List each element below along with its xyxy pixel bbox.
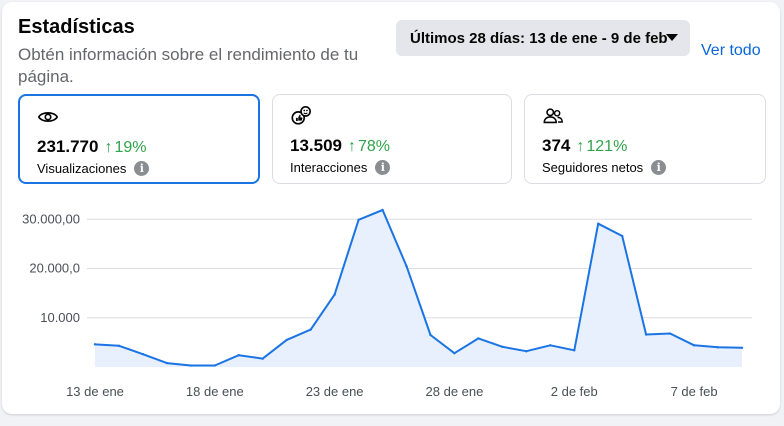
metric-card-followers[interactable]: 374 ↑ 121% Seguidores netos i — [524, 94, 766, 184]
metric-delta-value: 121% — [586, 138, 628, 155]
metric-label: Visualizaciones — [37, 161, 127, 176]
data-point — [692, 344, 696, 347]
data-point — [213, 364, 217, 367]
metric-delta-value: 19% — [114, 139, 147, 156]
data-point — [237, 353, 240, 357]
eye-icon — [37, 112, 59, 122]
data-point — [357, 218, 360, 221]
data-point — [309, 328, 312, 331]
y-tick-label: 20.000,0 — [29, 261, 80, 276]
metric-delta: ↑ 78% — [348, 138, 390, 156]
page-subtitle: Obtén información sobre el rendimiento d… — [18, 45, 359, 86]
followers-icon — [543, 108, 563, 124]
info-icon[interactable]: i — [651, 160, 667, 175]
page-title: Estadísticas — [18, 16, 135, 38]
data-point — [644, 333, 648, 336]
data-point — [740, 346, 744, 349]
x-tick-label: 28 de ene — [426, 384, 484, 399]
data-point — [477, 337, 480, 340]
x-tick-label: 23 de ene — [306, 384, 364, 399]
metric-delta: ↑ 121% — [576, 138, 627, 156]
metric-label: Seguidores netos — [542, 160, 644, 175]
x-tick-label: 7 de feb — [671, 384, 718, 399]
x-tick-label: 2 de feb — [551, 384, 598, 399]
data-point — [117, 344, 121, 348]
reactions-icon — [291, 106, 311, 125]
data-point — [453, 352, 456, 355]
data-point — [165, 361, 169, 365]
arrow-up-icon: ↑ — [576, 138, 585, 155]
metric-delta-value: 78% — [358, 138, 391, 155]
arrow-up-icon: ↑ — [104, 139, 113, 156]
data-point — [333, 293, 336, 296]
arrow-up-icon: ↑ — [348, 138, 356, 155]
date-range-dropdown[interactable]: Últimos 28 días: 13 de ene - 9 de feb — [396, 20, 690, 56]
data-point — [525, 350, 528, 353]
series-line — [94, 209, 743, 367]
info-icon[interactable]: i — [134, 161, 150, 176]
metric-card-interactions[interactable]: 13.509 ↑ 78% Interacciones i — [272, 94, 512, 184]
data-point — [501, 345, 504, 349]
metric-value-row: 374 ↑ 121% — [542, 136, 627, 156]
views-area-chart: 10.000 20.000,0 30.000,00 13 de ene 18 de en… — [22, 208, 752, 399]
data-point — [285, 338, 288, 342]
caret-down-icon — [666, 34, 678, 41]
metric-label-row: Seguidores netos i — [542, 160, 667, 175]
metric-delta: ↑ 19% — [104, 139, 146, 157]
data-point — [597, 222, 600, 225]
y-tick-label: 30.000,00 — [22, 211, 80, 226]
data-point — [573, 349, 576, 352]
data-point — [93, 343, 97, 346]
metric-label-row: Visualizaciones i — [37, 161, 150, 176]
metric-value: 13.509 — [290, 136, 342, 155]
data-point — [668, 332, 672, 335]
metric-value-row: 13.509 ↑ 78% — [290, 136, 390, 156]
data-point — [189, 364, 193, 367]
metric-label: Interacciones — [290, 160, 368, 175]
series-area — [95, 210, 742, 367]
metric-value: 374 — [542, 136, 571, 155]
insights-card: Estadísticas Obtén información sobre el … — [2, 2, 780, 414]
see-all-link[interactable]: Ver todo — [701, 42, 761, 59]
metric-value-row: 231.770 ↑ 19% — [37, 137, 146, 157]
date-range-label: Últimos 28 días: 13 de ene - 9 de feb — [410, 29, 668, 47]
y-tick-label: 10.000 — [40, 310, 80, 325]
info-icon[interactable]: i — [375, 160, 391, 175]
data-point — [620, 234, 624, 238]
metric-label-row: Interacciones i — [290, 160, 391, 175]
data-point — [141, 353, 145, 356]
x-tick-label: 18 de ene — [186, 384, 244, 399]
data-point — [429, 333, 432, 337]
data-point — [261, 357, 264, 360]
x-tick-label: 13 de ene — [66, 384, 124, 399]
metric-value: 231.770 — [37, 137, 99, 156]
data-point — [716, 346, 720, 349]
data-point — [549, 344, 552, 347]
metric-card-views[interactable]: 231.770 ↑ 19% Visualizaciones i — [18, 94, 260, 184]
data-point — [381, 208, 384, 212]
data-point — [405, 264, 408, 268]
